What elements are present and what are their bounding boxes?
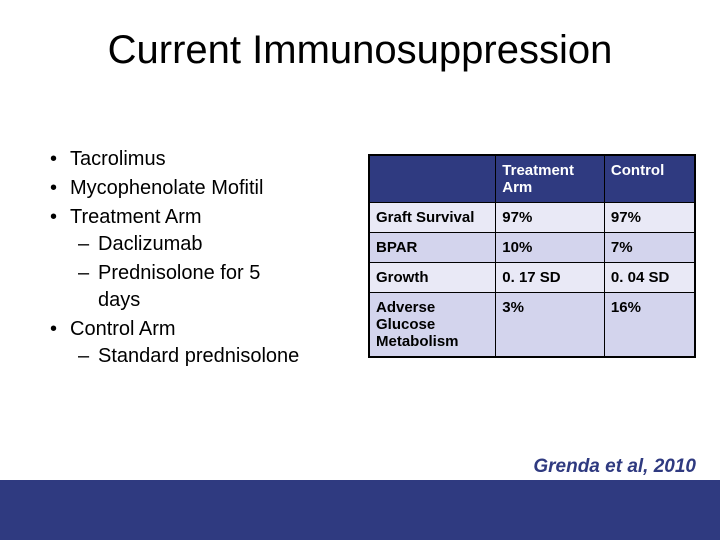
table-cell: Adverse Glucose Metabolism (369, 293, 496, 358)
list-item: Daclizumab (78, 231, 350, 258)
table-cell: 3% (496, 293, 605, 358)
table-header-cell: Treatment Arm (496, 155, 605, 203)
footer-bar (0, 480, 720, 540)
slide-title: Current Immunosuppression (0, 28, 720, 73)
table-cell: 0. 17 SD (496, 263, 605, 293)
table-row: BPAR 10% 7% (369, 233, 695, 263)
bullet-text: Tacrolimus (70, 146, 310, 173)
list-item: Prednisolone for 5 days (78, 260, 350, 314)
table-header-cell (369, 155, 496, 203)
table-cell: 0. 04 SD (604, 263, 695, 293)
table-cell: Growth (369, 263, 496, 293)
table-cell: Graft Survival (369, 203, 496, 233)
list-item: Standard prednisolone (78, 343, 350, 370)
bullet-text: Control Arm (70, 316, 310, 343)
table-row: Growth 0. 17 SD 0. 04 SD (369, 263, 695, 293)
table-cell: 10% (496, 233, 605, 263)
table-cell: 97% (604, 203, 695, 233)
citation-text: Grenda et al, 2010 (533, 456, 696, 478)
table-cell: 7% (604, 233, 695, 263)
bullet-text: Mycophenolate Mofitil (70, 175, 310, 202)
table-cell: BPAR (369, 233, 496, 263)
bullet-list: Tacrolimus Mycophenolate Mofitil Treatme… (50, 146, 350, 372)
bullet-text: Daclizumab (98, 231, 308, 258)
table-cell: 97% (496, 203, 605, 233)
list-item: Tacrolimus (50, 146, 350, 173)
list-item: Mycophenolate Mofitil (50, 175, 350, 202)
bullet-text: Treatment Arm (70, 204, 310, 231)
table-row: Graft Survival 97% 97% (369, 203, 695, 233)
list-item: Control Arm Standard prednisolone (50, 316, 350, 370)
table-cell: 16% (604, 293, 695, 358)
bullet-text: Standard prednisolone (98, 343, 308, 370)
table-header-cell: Control (604, 155, 695, 203)
slide: Current Immunosuppression Tacrolimus Myc… (0, 0, 720, 540)
list-item: Treatment Arm Daclizumab Prednisolone fo… (50, 204, 350, 314)
results-table: Treatment Arm Control Graft Survival 97%… (368, 154, 696, 358)
table-header-row: Treatment Arm Control (369, 155, 695, 203)
bullet-text: Prednisolone for 5 days (98, 260, 308, 314)
table-row: Adverse Glucose Metabolism 3% 16% (369, 293, 695, 358)
